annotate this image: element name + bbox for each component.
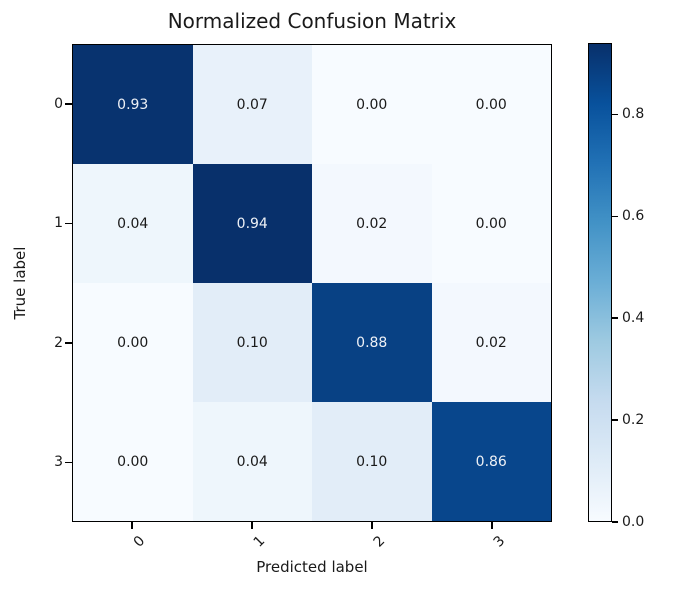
matrix-cell-2-3: 0.02 — [431, 283, 551, 402]
colorbar-tick-label: 0.2 — [622, 412, 645, 429]
colorbar — [588, 43, 612, 522]
x-tick-mark — [251, 522, 253, 529]
y-tick-label: 0 — [54, 95, 63, 112]
matrix-cell-3-0: 0.00 — [73, 402, 193, 521]
x-tick-mark — [131, 522, 133, 529]
matrix-cell-1-3: 0.00 — [431, 164, 551, 283]
x-tick-label: 0 — [130, 533, 149, 551]
matrix-cell-1-2: 0.02 — [312, 164, 432, 283]
matrix-cell-3-2: 0.10 — [312, 402, 432, 521]
colorbar-tick-mark — [612, 317, 618, 319]
matrix-cell-2-1: 0.10 — [192, 283, 312, 402]
chart-title: Normalized Confusion Matrix — [167, 9, 457, 33]
matrix-cell-2-2: 0.88 — [312, 283, 432, 402]
matrix-cell-1-0: 0.04 — [73, 164, 193, 283]
y-tick-label: 3 — [54, 454, 63, 471]
y-tick-label: 1 — [54, 215, 63, 232]
matrix-cell-0-0: 0.93 — [73, 45, 193, 164]
y-tick-mark — [65, 222, 72, 224]
x-axis-label: Predicted label — [256, 558, 368, 576]
x-tick-mark — [491, 522, 493, 529]
x-tick-label: 1 — [250, 533, 269, 551]
matrix-cell-3-1: 0.04 — [192, 402, 312, 521]
colorbar-tick-label: 0.0 — [622, 514, 645, 530]
colorbar-tick-mark — [612, 215, 618, 217]
y-tick-mark — [65, 461, 72, 463]
y-tick-mark — [65, 342, 72, 344]
matrix-cell-3-3: 0.86 — [431, 402, 551, 521]
y-axis-label: True label — [11, 246, 29, 320]
matrix-cell-0-2: 0.00 — [312, 45, 432, 164]
colorbar-tick-label: 0.6 — [622, 208, 645, 225]
colorbar-tick-mark — [612, 113, 618, 116]
matrix-cell-0-3: 0.00 — [431, 45, 551, 164]
matrix-cell-1-1: 0.94 — [192, 164, 312, 283]
colorbar-tick-mark — [612, 419, 618, 421]
x-tick-label: 2 — [370, 533, 389, 551]
matrix-cell-2-0: 0.00 — [73, 283, 193, 402]
heatmap-plot: 0.93 0.07 0.00 0.00 0.04 0.94 0.02 0.00 0.00 0.10… — [72, 44, 552, 522]
matrix-cell-0-1: 0.07 — [192, 45, 312, 164]
colorbar-tick-label: 0.8 — [622, 106, 645, 123]
x-tick-label: 3 — [490, 533, 509, 551]
y-tick-mark — [65, 103, 72, 105]
colorbar-tick-label: 0.4 — [622, 310, 645, 327]
x-tick-mark — [371, 522, 373, 529]
y-tick-label: 2 — [54, 334, 63, 351]
colorbar-tick-mark — [612, 521, 618, 523]
